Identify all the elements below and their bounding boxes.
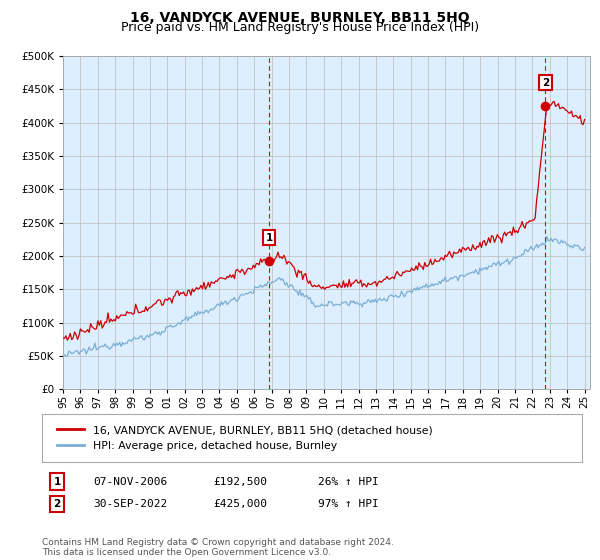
- Text: 1: 1: [53, 477, 61, 487]
- Text: 30-SEP-2022: 30-SEP-2022: [93, 499, 167, 509]
- Text: 26% ↑ HPI: 26% ↑ HPI: [318, 477, 379, 487]
- Text: Price paid vs. HM Land Registry's House Price Index (HPI): Price paid vs. HM Land Registry's House …: [121, 21, 479, 34]
- Text: 16, VANDYCK AVENUE, BURNLEY, BB11 5HQ: 16, VANDYCK AVENUE, BURNLEY, BB11 5HQ: [130, 11, 470, 25]
- Text: 2: 2: [53, 499, 61, 509]
- Text: 1: 1: [265, 232, 272, 242]
- Text: Contains HM Land Registry data © Crown copyright and database right 2024.
This d: Contains HM Land Registry data © Crown c…: [42, 538, 394, 557]
- Text: 2: 2: [542, 78, 549, 88]
- Text: 97% ↑ HPI: 97% ↑ HPI: [318, 499, 379, 509]
- Text: 07-NOV-2006: 07-NOV-2006: [93, 477, 167, 487]
- Text: £425,000: £425,000: [213, 499, 267, 509]
- Legend: 16, VANDYCK AVENUE, BURNLEY, BB11 5HQ (detached house), HPI: Average price, deta: 16, VANDYCK AVENUE, BURNLEY, BB11 5HQ (d…: [53, 421, 437, 455]
- Text: £192,500: £192,500: [213, 477, 267, 487]
